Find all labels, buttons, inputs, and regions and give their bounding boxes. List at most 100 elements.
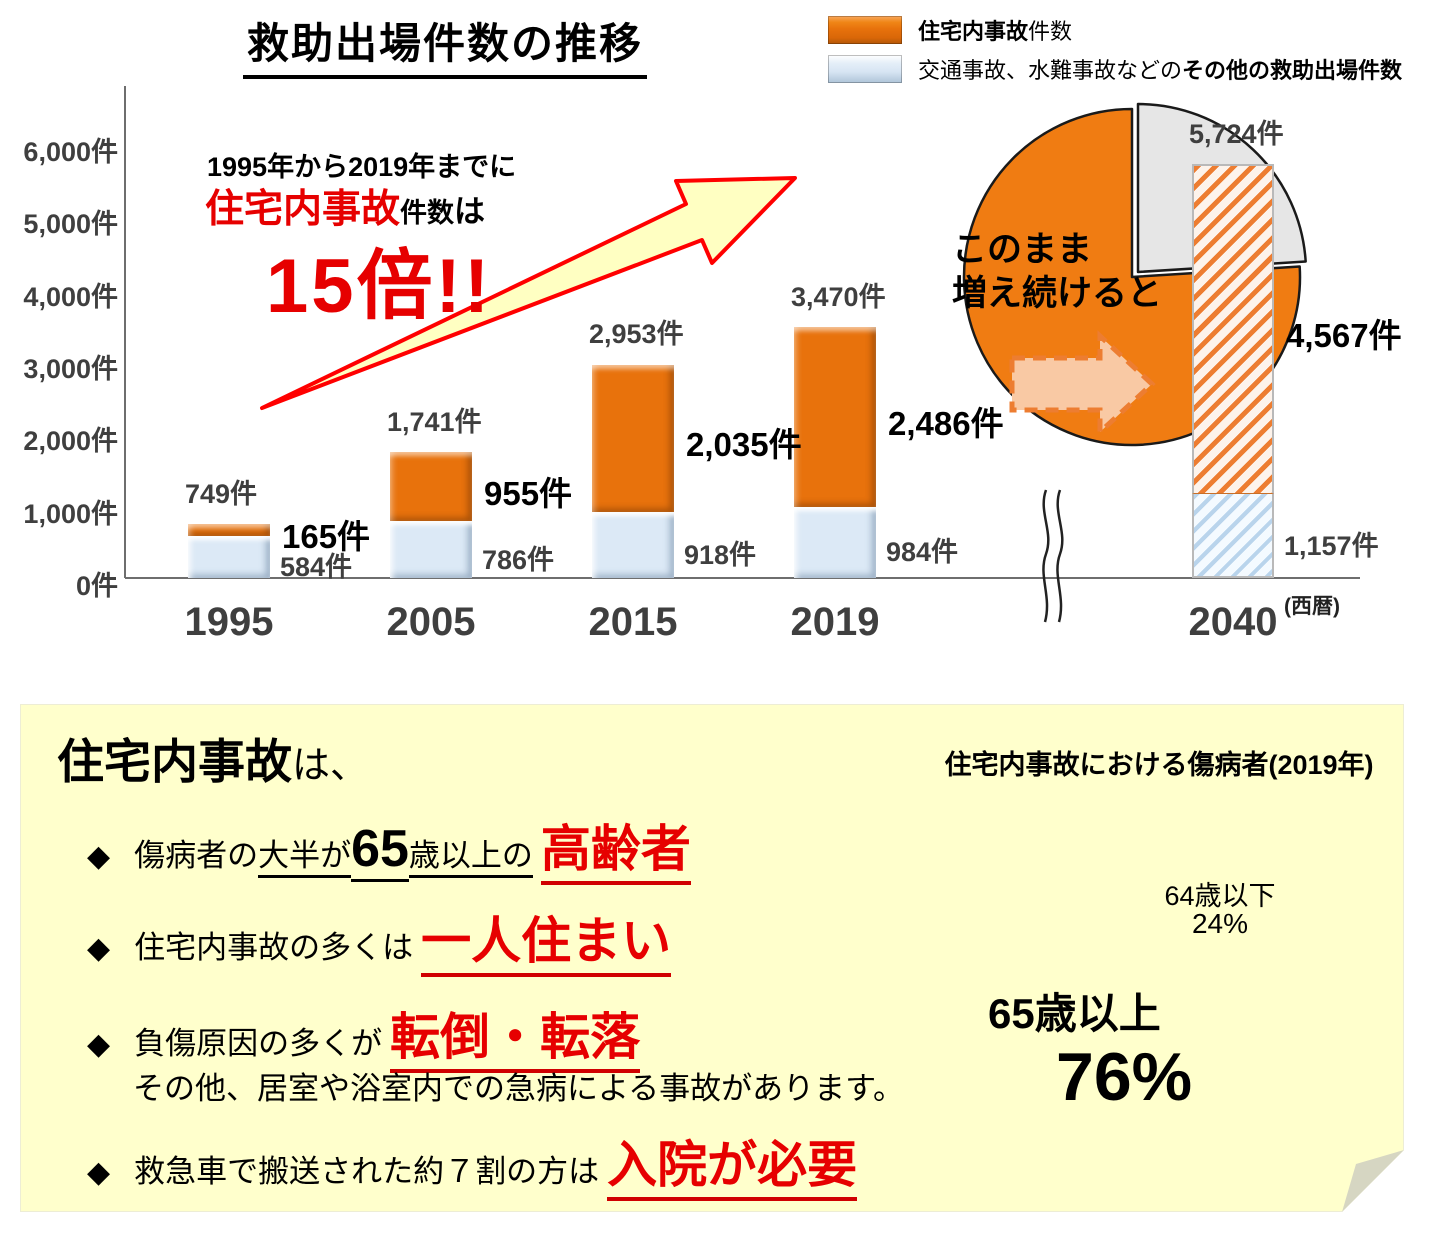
legend-swatch-home-icon [828,16,902,44]
legend-home-bold: 住宅内事故 [918,19,1029,44]
pie-label-65plus: 65歳以上 [988,990,1161,1037]
bar-1995 [188,524,270,578]
chart-title: 救助出場件数の推移 [243,10,648,79]
growth-note-line2: 住宅内事故件数は [205,178,485,234]
bullet-big-number: 65 [351,819,409,882]
pie-chart-title: 住宅内事故における傷病者(2019年) [944,750,1374,780]
panel-heading-rest: は、 [292,745,369,787]
bullet-hospitalization: ◆ 救急車で搬送された約７割の方は 入院が必要 [87,1125,858,1201]
legend-home-rest: 件数 [1028,19,1073,44]
bar-2005 [390,452,472,578]
bullet-underline-text: 大半が [258,830,352,878]
bar-1995-home-segment [188,524,270,536]
y-tick: 2,000件 [23,426,118,456]
bullet-falls-subtext: その他、居室や浴室内での急病による事故があります。 [133,1071,904,1106]
other-label-1995: 584件 [280,552,353,582]
total-label-2005: 1,741件 [387,407,482,437]
y-tick: 5,000件 [23,209,118,239]
bullet-text: 救急車で搬送された約７割の方は [134,1154,600,1189]
diamond-bullet-icon: ◆ [87,1028,111,1061]
bullet-underline-text: 歳以上の [408,830,533,878]
panel-heading: 住宅内事故は、 [57,723,368,792]
bar-2015-home-segment [592,365,674,512]
y-tick: 4,000件 [23,282,118,312]
projection-note-line2: 増え続けると [952,273,1163,313]
x-label-2040: 2040 [1188,600,1278,644]
bar-2019-other-segment [794,507,876,578]
total-label-2015: 2,953件 [589,319,684,349]
projection-note-line1: このまま [952,230,1093,269]
bar-2005-home-segment [390,452,472,521]
projection-note: このまま 増え続けると [952,228,1162,316]
projection-arrow-icon [1009,330,1156,438]
growth-note-small: 件数 [400,198,455,228]
bar-2040-other-segment [1192,494,1274,578]
bar-2015 [592,365,674,578]
home-label-2019: 2,486件 [888,405,1004,442]
y-tick: 0件 [75,571,118,601]
bullet-living-alone: ◆ 住宅内事故の多くは 一人住まい [87,901,672,977]
home-accident-panel: 住宅内事故は、 ◆ 傷病者の 大半が 65 歳以上の 高齢者 ◆ 住宅内事故の多くは 一人… [20,704,1404,1212]
pie-pct-65plus: 76% [1056,1039,1193,1115]
panel-heading-bold: 住宅内事故 [57,735,292,788]
bar-2005-other-segment [390,521,472,578]
legend-other-bold: その他の救助出場件数 [1182,58,1403,83]
legend-row-other: 交通事故、水難事故などのその他の救助出場件数 [828,53,1402,85]
legend-swatch-other-icon [828,55,902,83]
growth-note-big: 15倍!! [266,244,493,329]
other-label-2040: 1,157件 [1284,531,1379,561]
total-label-2040: 5,724件 [1189,119,1284,149]
legend-row-home: 住宅内事故件数 [828,14,1402,46]
axis-break-icon [1042,489,1050,623]
bar-2015-other-segment [592,512,674,578]
home-label-2040: 4,567件 [1286,317,1402,354]
home-label-1995: 165件 [282,518,371,555]
chart-legend: 住宅内事故件数 交通事故、水難事故などのその他の救助出場件数 [828,14,1402,92]
diamond-bullet-icon: ◆ [87,1156,111,1189]
home-label-2015: 2,035件 [686,426,802,463]
pie-label-64under: 64歳以下 [1164,881,1276,911]
bullet-falls: ◆ 負傷原因の多くが 転倒・転落 [87,997,641,1073]
x-label-2005: 2005 [386,600,476,644]
diamond-bullet-icon: ◆ [87,840,111,873]
x-axis-unit-label: (西暦) [1284,595,1340,618]
bar-2019-home-segment [794,327,876,507]
bar-1995-other-segment [188,536,270,578]
bar-2019 [794,327,876,578]
legend-other-plain: 交通事故、水難事故などの [918,58,1183,83]
axis-break-icon [1056,489,1064,623]
total-label-2019: 3,470件 [791,282,886,312]
growth-note-red: 住宅内事故 [205,188,401,231]
bar-2040-projected [1192,164,1274,578]
other-label-2015: 918件 [684,540,757,570]
growth-note-line1: 1995年から2019年までに [207,152,517,182]
home-label-2005: 955件 [484,475,573,512]
growth-arrow-icon [260,176,797,410]
growth-note-suffix: は [454,194,486,229]
bullet-text: 傷病者の [134,838,259,873]
x-label-2019: 2019 [790,600,880,644]
bullet-text: 負傷原因の多くが [134,1026,383,1061]
y-tick: 3,000件 [23,354,118,384]
bullet-red-text: 入院が必要 [607,1125,858,1201]
bullet-elderly: ◆ 傷病者の 大半が 65 歳以上の 高齢者 [87,809,691,885]
bar-2040-home-segment [1192,164,1274,494]
legend-label-other: 交通事故、水難事故などのその他の救助出場件数 [918,53,1402,85]
other-label-2005: 786件 [482,545,555,575]
y-tick: 6,000件 [23,137,118,167]
total-label-1995: 749件 [185,479,258,509]
chart-decorations [124,86,1360,623]
bullet-red-text: 高齢者 [540,809,691,885]
other-label-2019: 984件 [886,537,959,567]
bullet-red-text: 一人住まい [421,901,672,977]
x-label-1995: 1995 [184,600,274,644]
x-label-2015: 2015 [588,600,678,644]
pie-pct-64under: 24% [1191,908,1249,939]
diamond-bullet-icon: ◆ [87,932,111,965]
bullet-red-text: 転倒・転落 [390,997,641,1073]
bullet-text: 住宅内事故の多くは [134,930,414,965]
legend-label-home: 住宅内事故件数 [918,14,1072,46]
y-tick: 1,000件 [23,499,118,529]
folded-corner-icon [1342,1150,1404,1212]
